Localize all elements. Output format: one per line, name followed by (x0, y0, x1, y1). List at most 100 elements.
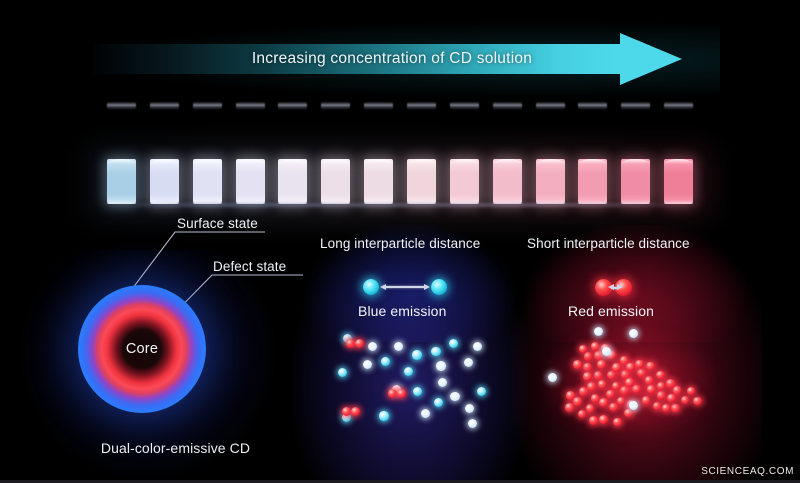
particle-red (606, 370, 616, 380)
particle-white (548, 373, 558, 383)
particle-white (594, 327, 604, 337)
vial-base (621, 200, 651, 204)
particle-red (577, 409, 587, 419)
blue-pair-arrow-head-left (380, 283, 386, 290)
vial (105, 100, 138, 208)
particle-red (641, 395, 651, 405)
vial-cap (321, 102, 351, 110)
vial-body (149, 159, 179, 204)
particle-blue (434, 398, 444, 408)
particle-red (625, 378, 634, 387)
vial-meniscus (664, 159, 694, 164)
vial-body (664, 159, 694, 204)
particle-red (608, 402, 618, 412)
vial (448, 100, 481, 208)
vial-cap (106, 102, 136, 110)
particle-red (646, 385, 656, 394)
particle-blue (394, 341, 404, 351)
particle-red (626, 362, 635, 372)
vial-cap (449, 102, 479, 110)
particle-blue (342, 334, 352, 344)
blue-emission-label: Blue emission (358, 303, 447, 319)
particle-red (593, 371, 603, 380)
particle-blue (465, 403, 475, 413)
vial-meniscus (149, 159, 179, 164)
vial-body (449, 159, 479, 204)
particle-blue (379, 411, 389, 421)
vial-meniscus (235, 159, 265, 164)
red-particle-pair (595, 278, 635, 296)
vial-meniscus (106, 159, 136, 164)
particle-blue (380, 357, 390, 367)
particle-red (652, 401, 662, 411)
particle-red (579, 387, 588, 396)
vial-shelf (96, 203, 704, 207)
vial-base (106, 200, 136, 204)
vial (148, 100, 181, 208)
particle-blue (403, 366, 413, 376)
vial-cap (578, 102, 608, 110)
vial (405, 100, 438, 208)
arrow-head-icon (620, 33, 682, 85)
short-interparticle-distance-heading: Short interparticle distance (527, 236, 690, 251)
cd-sphere-diagram: Core (78, 285, 206, 413)
blue-pair-arrow-line (382, 286, 428, 288)
particle-blue (431, 346, 441, 357)
vial-base (535, 200, 565, 204)
bottom-edge (0, 480, 800, 483)
vial-cap (149, 102, 179, 110)
particle-white (629, 401, 639, 411)
blue-pair-arrow-head-right (424, 283, 430, 290)
particle-blue (363, 359, 373, 369)
dual-color-emissive-cd-caption: Dual-color-emissive CD (100, 440, 251, 456)
vial-meniscus (192, 159, 222, 164)
surface-state-label: Surface state (177, 216, 258, 231)
particle-red (637, 368, 646, 378)
vial-body (621, 159, 651, 204)
vial-meniscus (449, 159, 479, 164)
particle-red (589, 416, 598, 425)
vial-base (449, 200, 479, 204)
concentration-arrow: Increasing concentration of CD solution (93, 33, 687, 85)
particle-blue (472, 341, 483, 351)
vial-cap (621, 102, 651, 110)
vial-base (578, 200, 608, 204)
particle-blue (448, 339, 459, 349)
vial-base (192, 200, 222, 204)
vial (619, 100, 652, 208)
particle-red (590, 342, 600, 351)
particle-red (661, 403, 671, 413)
long-interparticle-distance-heading: Long interparticle distance (320, 236, 481, 251)
vial-base (235, 200, 265, 204)
vial-cap (492, 102, 522, 110)
particle-red (594, 351, 603, 360)
particle-white (602, 347, 612, 357)
particle-red (635, 359, 644, 369)
particle-red (646, 361, 655, 371)
particle-red (599, 414, 608, 424)
particle-red (605, 389, 615, 399)
vial-base (278, 200, 308, 204)
particle-red (607, 350, 616, 360)
particle-red (350, 407, 360, 417)
particle-red (342, 407, 352, 417)
particle-red (597, 360, 606, 369)
vial-cap (278, 102, 308, 110)
particle-red (599, 397, 608, 407)
particle-red (565, 391, 575, 400)
particle-red (616, 396, 626, 406)
particle-red (693, 396, 702, 406)
vial-meniscus (578, 159, 608, 164)
vial-body (235, 159, 265, 204)
vial-body (406, 159, 436, 204)
particle-red (655, 370, 665, 380)
particle-red (671, 403, 680, 413)
vial-cap (664, 102, 694, 110)
particle-red (354, 339, 364, 349)
particle-red (619, 356, 629, 365)
red-pair-arrow-line (611, 287, 619, 289)
vial-cap (192, 102, 222, 110)
particle-red (583, 362, 592, 372)
vial-body (321, 159, 351, 204)
